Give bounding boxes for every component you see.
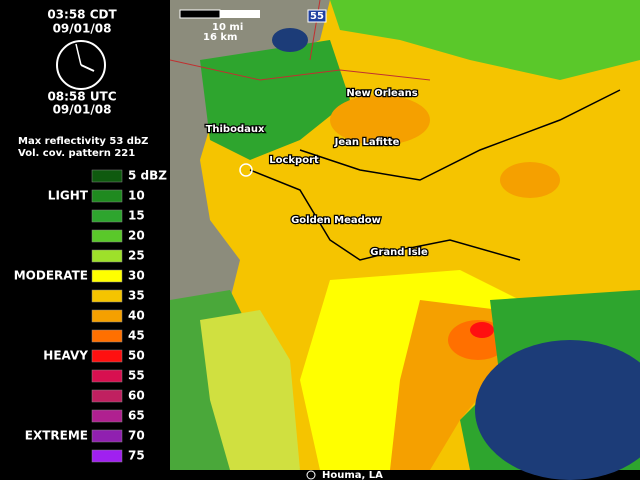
legend-swatch [91, 449, 123, 463]
place-label: New Orleans [346, 88, 417, 99]
highway-shield [307, 9, 327, 23]
legend-swatch [91, 289, 123, 303]
minute-hand [75, 43, 82, 66]
legend-swatch [91, 409, 123, 423]
station-icon [306, 470, 316, 480]
legend-label: 65 [128, 409, 145, 423]
legend-label: 55 [128, 369, 145, 383]
gulf-water [475, 340, 640, 480]
legend-swatch [91, 209, 123, 223]
scale-bar: 10 mi 16 km [179, 9, 260, 43]
highway-label: 55 [310, 11, 324, 22]
coastline [249, 89, 621, 261]
local-time: 03:58 CDT [47, 8, 117, 22]
legend-swatch [91, 429, 123, 443]
legend-category: LIGHT [48, 189, 89, 203]
legend-label: 70 [128, 429, 145, 443]
rain-orange [330, 95, 430, 145]
legend-swatch [91, 229, 123, 243]
scale-segment [179, 9, 221, 19]
legend-category: HEAVY [43, 349, 88, 363]
legend-swatch [91, 349, 123, 363]
scale-mi: 10 mi [212, 22, 243, 33]
scale-km: 16 km [203, 32, 237, 43]
rain-green [330, 0, 640, 80]
station-label: Houma, LA [322, 470, 383, 480]
place-label: Lockport [269, 155, 319, 166]
rain-yellow [200, 310, 300, 470]
place-label: Thibodaux [206, 124, 265, 135]
legend-swatch [91, 369, 123, 383]
place-label: Jean Lafitte [334, 137, 400, 148]
legend-label: 60 [128, 389, 145, 403]
legend-label: 50 [128, 349, 145, 363]
clock-face [56, 40, 106, 90]
legend-label: 10 [128, 189, 145, 203]
scale-segment [220, 10, 260, 18]
legend-swatch [91, 329, 123, 343]
rain-core [470, 322, 494, 338]
legend-label: 20 [128, 229, 145, 243]
legend-swatch [91, 269, 123, 283]
rain-green [200, 40, 350, 160]
max-reflectivity: Max reflectivity 53 dbZ [18, 136, 148, 147]
radar-site [239, 163, 253, 177]
legend-label: 45 [128, 329, 145, 343]
legend-label: 25 [128, 249, 145, 263]
legend-category: EXTREME [25, 429, 88, 443]
legend-swatch [91, 249, 123, 263]
place-label: Grand Isle [370, 247, 428, 258]
rain-orange [500, 162, 560, 198]
utc-time: 08:58 UTC [47, 90, 116, 104]
utc-date: 09/01/08 [53, 103, 112, 117]
radar-map [169, 0, 640, 480]
legend-label: 35 [128, 289, 145, 303]
legend-label: 30 [128, 269, 145, 283]
clock [56, 40, 106, 90]
legend-swatch [91, 389, 123, 403]
legend-swatch [91, 309, 123, 323]
legend-category: MODERATE [14, 269, 88, 283]
hour-hand [80, 64, 95, 72]
coverage-pattern: Vol. cov. pattern 221 [18, 148, 135, 159]
legend-label: 5 dBZ [128, 169, 167, 183]
legend-label: 40 [128, 309, 145, 323]
place-label: Golden Meadow [291, 215, 381, 226]
local-date: 09/01/08 [53, 22, 112, 36]
lake [272, 28, 308, 52]
legend-swatch [91, 169, 123, 183]
legend-swatch [91, 189, 123, 203]
legend-label: 15 [128, 209, 145, 223]
legend-label: 75 [128, 449, 145, 463]
